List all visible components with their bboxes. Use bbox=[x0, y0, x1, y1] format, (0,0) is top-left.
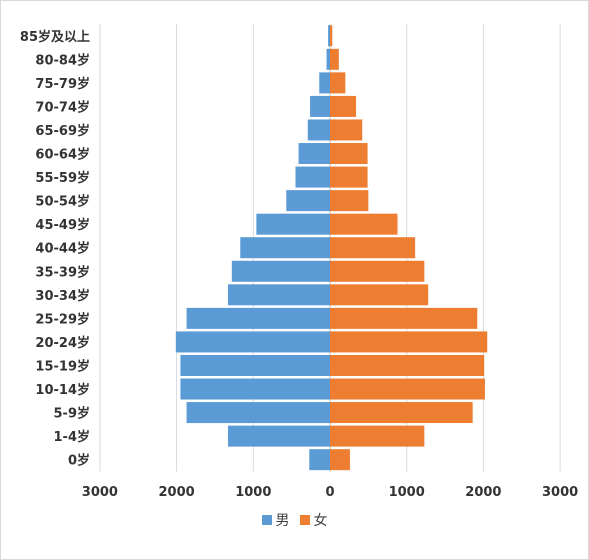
bar-female bbox=[330, 307, 478, 329]
category-label: 25-29岁 bbox=[35, 311, 90, 327]
legend-item-female: 女 bbox=[299, 510, 328, 530]
bar-female bbox=[330, 402, 473, 424]
bar-male bbox=[307, 119, 330, 141]
bar-male bbox=[310, 95, 330, 117]
bar-male bbox=[326, 48, 330, 70]
x-tick-label: 3000 bbox=[82, 485, 118, 500]
category-label: 1-4岁 bbox=[54, 429, 91, 445]
category-label: 5-9岁 bbox=[54, 406, 91, 422]
bar-female bbox=[330, 166, 368, 188]
bar-female bbox=[330, 48, 339, 70]
bar-female bbox=[330, 25, 333, 47]
category-label: 55-59岁 bbox=[35, 170, 90, 186]
legend-item-male: 男 bbox=[261, 510, 290, 530]
legend-swatch-female bbox=[299, 515, 310, 525]
bar-female bbox=[330, 284, 429, 306]
category-label: 45-49岁 bbox=[35, 217, 90, 233]
bar-male bbox=[256, 213, 330, 235]
bar-female bbox=[330, 72, 346, 94]
category-label: 20-24岁 bbox=[35, 335, 90, 351]
x-tick-label: 1000 bbox=[235, 485, 271, 500]
category-label: 15-19岁 bbox=[35, 358, 90, 374]
bar-female bbox=[330, 425, 425, 447]
bar-male bbox=[180, 378, 330, 400]
bar-male bbox=[328, 25, 330, 47]
bar-male bbox=[186, 402, 330, 424]
category-label: 85岁及以上 bbox=[20, 29, 90, 45]
category-label: 10-14岁 bbox=[35, 382, 90, 398]
x-tick-label: 3000 bbox=[542, 485, 578, 500]
legend: 男 女 bbox=[0, 510, 589, 530]
category-label: 0岁 bbox=[68, 453, 90, 469]
bar-male bbox=[319, 72, 330, 94]
bar-female bbox=[330, 143, 368, 165]
x-tick-label: 0 bbox=[325, 485, 334, 500]
bar-male bbox=[227, 284, 330, 306]
legend-label-male: 男 bbox=[275, 512, 290, 528]
bar-male bbox=[286, 190, 330, 212]
bar-layer bbox=[175, 25, 488, 471]
category-label: 50-54岁 bbox=[35, 194, 90, 210]
bar-female bbox=[330, 95, 357, 117]
bar-female bbox=[330, 354, 485, 376]
x-tick-label: 2000 bbox=[465, 485, 501, 500]
category-label: 65-69岁 bbox=[35, 123, 90, 139]
bar-male bbox=[298, 143, 330, 165]
bar-female bbox=[330, 449, 350, 471]
bar-female bbox=[330, 260, 425, 282]
x-tick-layer: 3000 2000 1000 0 1000 2000 3000 bbox=[82, 485, 578, 500]
category-label: 40-44岁 bbox=[35, 241, 90, 257]
legend-label-female: 女 bbox=[313, 512, 328, 528]
category-label: 60-64岁 bbox=[35, 147, 90, 163]
bar-male bbox=[309, 449, 330, 471]
category-label: 30-34岁 bbox=[35, 288, 90, 304]
bar-male bbox=[240, 237, 330, 259]
bar-female bbox=[330, 237, 416, 259]
bar-female bbox=[330, 331, 488, 353]
category-label-layer: 85岁及以上 80-84岁 75-79岁 70-74岁 65-69岁 60-64岁 55-5… bbox=[20, 29, 90, 469]
category-label: 75-79岁 bbox=[35, 76, 90, 92]
x-tick-label: 2000 bbox=[159, 485, 195, 500]
bar-male bbox=[175, 331, 330, 353]
legend-swatch-male bbox=[261, 515, 272, 525]
category-label: 70-74岁 bbox=[35, 99, 90, 115]
category-label: 80-84岁 bbox=[35, 52, 90, 68]
bar-female bbox=[330, 190, 369, 212]
bar-male bbox=[231, 260, 330, 282]
category-label: 35-39岁 bbox=[35, 264, 90, 280]
bar-male bbox=[295, 166, 330, 188]
bar-female bbox=[330, 119, 363, 141]
bar-male bbox=[227, 425, 330, 447]
bar-male bbox=[180, 354, 330, 376]
bar-female bbox=[330, 213, 398, 235]
bar-male bbox=[186, 307, 330, 329]
bar-female bbox=[330, 378, 485, 400]
x-tick-label: 1000 bbox=[389, 485, 425, 500]
